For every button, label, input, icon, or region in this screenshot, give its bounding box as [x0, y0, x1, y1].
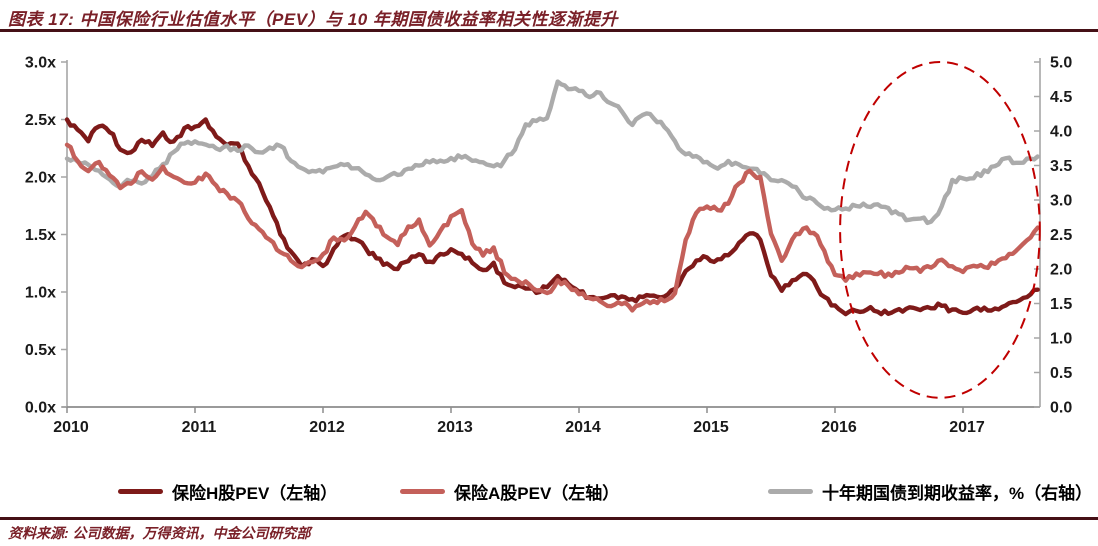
- footer-rule: [0, 517, 1098, 520]
- y-axis-right-tick-label: 1.0: [1050, 331, 1072, 348]
- legend-label: 保险A股PEV（左轴）: [454, 483, 620, 503]
- y-axis-right-tick-label: 2.0: [1050, 262, 1072, 279]
- y-axis-right-tick-label: 2.5: [1050, 227, 1072, 244]
- title-underline-rule: [0, 29, 1098, 32]
- data-source-note: 资料来源: 公司数据，万得资讯，中金公司研究部: [8, 525, 311, 541]
- legend-label: 十年期国债到期收益率，%（右轴）: [822, 483, 1093, 503]
- x-axis-tick-label: 2013: [437, 419, 473, 436]
- legend-item-a-share-pev: 保险A股PEV（左轴）: [400, 478, 619, 504]
- x-axis-tick-label: 2016: [821, 419, 857, 436]
- a-share-pev-line-swatch: [400, 488, 445, 494]
- y-axis-right-tick-label: 4.0: [1050, 124, 1072, 141]
- bond-yield-line: [64, 79, 1040, 226]
- bond-yield-line-swatch: [768, 488, 813, 494]
- chart-legend: 保险H股PEV（左轴） 保险A股PEV（左轴） 十年期国债到期收益率，%（右轴）: [0, 478, 1098, 504]
- y-axis-right-tick-label: 0.0: [1050, 400, 1072, 417]
- y-axis-right-tick-label: 0.5: [1050, 365, 1072, 382]
- y-axis-right-tick-label: 3.5: [1050, 158, 1072, 175]
- y-axis-left-tick-label: 1.0x: [25, 285, 56, 302]
- x-axis-tick-label: 2015: [693, 419, 729, 436]
- y-axis-right-tick-label: 4.5: [1050, 89, 1072, 106]
- y-axis-left-tick-label: 0.5x: [25, 342, 56, 359]
- y-axis-left-tick-label: 3.0x: [25, 55, 56, 72]
- highlight-ellipse: [839, 61, 1041, 399]
- y-axis-left-tick-label: 2.5x: [25, 112, 56, 129]
- x-axis-tick-label: 2017: [949, 419, 985, 436]
- y-axis-right-tick-label: 1.5: [1050, 296, 1072, 313]
- legend-label: 保险H股PEV（左轴）: [172, 483, 338, 503]
- y-axis-right-tick-label: 3.0: [1050, 193, 1072, 210]
- y-axis-left-tick-label: 2.0x: [25, 170, 56, 187]
- h-share-pev-line-swatch: [118, 488, 163, 494]
- h-share-pev-line: [64, 117, 1040, 317]
- legend-item-h-share-pev: 保险H股PEV（左轴）: [118, 478, 337, 504]
- y-axis-left-tick-label: 0.0x: [25, 400, 56, 417]
- x-axis-tick-label: 2010: [53, 419, 89, 436]
- y-axis-right-tick-label: 5.0: [1050, 55, 1072, 72]
- x-axis-tick-label: 2014: [565, 419, 601, 436]
- x-axis-tick-label: 2012: [309, 419, 345, 436]
- x-axis-tick-label: 2011: [182, 419, 217, 436]
- legend-item-bond-yield: 十年期国债到期收益率，%（右轴）: [768, 478, 1092, 504]
- pev-yield-line-chart: 0.0x 0.5x 1.0x 1.5x 2.0x 2.5x 3.0x 0.0 0.5 1.0 1.5…: [25, 55, 1072, 437]
- figure-title: 图表 17: 中国保险行业估值水平（PEV）与 10 年期国债收益率相关性逐渐提…: [8, 10, 618, 29]
- y-axis-left-tick-label: 1.5x: [25, 227, 56, 244]
- a-share-pev-line: [64, 142, 1040, 313]
